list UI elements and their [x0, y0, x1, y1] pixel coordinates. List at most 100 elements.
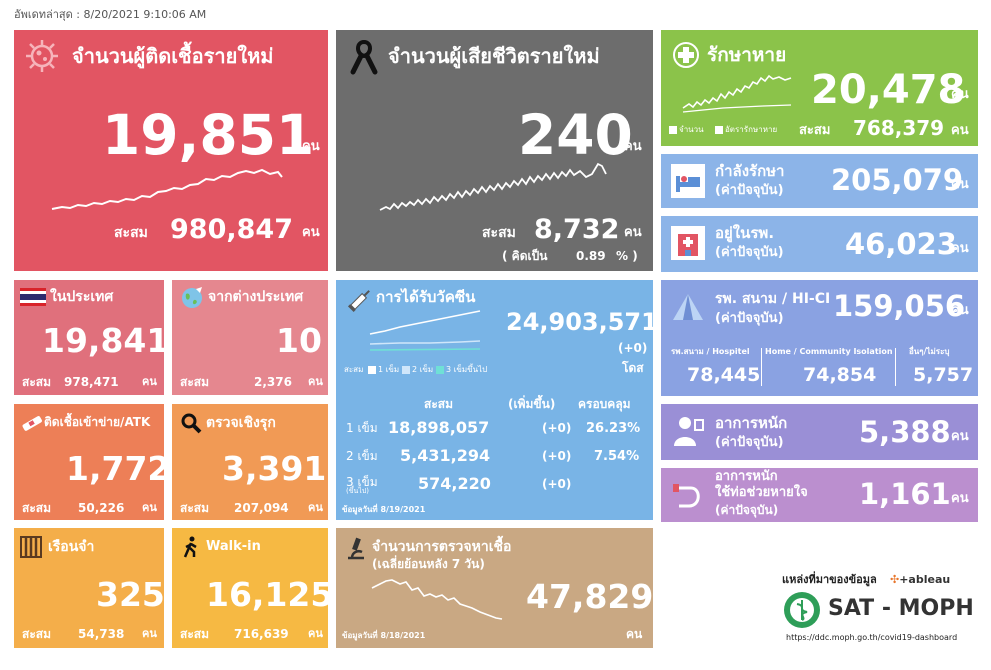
unit: คน	[951, 123, 969, 138]
acc-label: สะสม	[22, 627, 52, 641]
deaths-value: 240	[518, 103, 633, 167]
legend-swatch	[669, 126, 677, 134]
last-updated: อัพเดทล่าสุด : 8/20/2021 9:10:06 AM	[14, 8, 207, 21]
vaccine-trend-lines	[369, 310, 481, 351]
unit: คน	[142, 375, 157, 388]
card-title: อยู่ในรพ.	[715, 224, 775, 242]
unit: คน	[308, 501, 323, 514]
card-title-line2: ใช้ท่อช่วยหายใจ	[715, 485, 808, 500]
row-acc: 5,431,294	[400, 446, 491, 465]
card-title: อาการหนัก	[715, 414, 788, 432]
divider	[895, 348, 896, 386]
unit: คน	[624, 139, 642, 154]
card-title: ติดเชื้อเข้าข่าย/ATK	[44, 415, 151, 429]
legend-swatch	[436, 366, 444, 374]
vaccine-increase: (+0)	[618, 341, 648, 355]
col-acc-header: สะสม	[424, 397, 454, 411]
death-rate-label: ( คิดเป็น	[502, 249, 548, 263]
recovered-card[interactable]: รักษาหาย 20,478 คน จำนวน อัตรารักษาหาย ส…	[661, 30, 978, 146]
prison-bars-icon	[20, 536, 42, 558]
divider	[761, 348, 762, 386]
unit: คน	[142, 501, 157, 514]
new-cases-trend-line	[51, 168, 283, 210]
card-title: รพ. สนาม / HI-CI	[715, 291, 831, 307]
prison-total: 54,738	[78, 627, 125, 641]
acc-label: สะสม	[180, 627, 210, 641]
unit: คน	[951, 491, 969, 506]
walkin-total: 716,639	[234, 627, 289, 641]
walking-person-icon	[183, 536, 197, 558]
walkin-card[interactable]: Walk-in 16,125 สะสม 716,639 คน	[172, 528, 328, 648]
ventilator-icon	[673, 484, 700, 508]
field-isolation-value: 74,854	[803, 364, 877, 386]
legend-dose2: 2 เข็ม	[412, 365, 434, 374]
unit: คน	[302, 139, 320, 154]
row-label: 1 เข็ม	[346, 421, 378, 435]
unit: คน	[951, 177, 969, 192]
card-title: Walk-in	[206, 539, 261, 554]
legend-swatch	[368, 366, 376, 374]
proactive-total: 207,094	[234, 501, 289, 515]
vaccine-card[interactable]: การได้รับวัคซีน 24,903,571 (+0) โดส สะสม…	[336, 280, 653, 520]
prison-card[interactable]: เรือนจำ 325 สะสม 54,738 คน	[14, 528, 164, 648]
tests-card[interactable]: จำนวนการตรวจหาเชื้อ (เฉลี่ยย้อนหลัง 7 วั…	[336, 528, 653, 648]
unit: คน	[308, 627, 323, 640]
field-hospital-card[interactable]: รพ. สนาม / HI-CI (ค่าปัจจุบัน) 159,056 ค…	[661, 280, 978, 396]
tests-value: 47,829	[526, 577, 653, 616]
atk-card[interactable]: ติดเชื้อเข้าข่าย/ATK 1,772 สะสม 50,226 ค…	[14, 404, 164, 520]
field-hospitel-value: 78,445	[687, 364, 761, 386]
deaths-card[interactable]: จำนวนผู้เสียชีวิตรายใหม่ 240 คน สะสม 8,7…	[336, 30, 653, 271]
tableau-logo: ✣+ableau	[890, 573, 951, 586]
new-cases-total: 980,847	[170, 214, 293, 245]
acc-label: สะสม	[22, 375, 52, 389]
card-title: จำนวนการตรวจหาเชื้อ	[372, 539, 512, 555]
abroad-total: 2,376	[254, 375, 292, 389]
card-title: จำนวนผู้ติดเชื้อรายใหม่	[72, 44, 274, 68]
domestic-card[interactable]: ในประเทศ 19,841 สะสม 978,471 คน	[14, 280, 164, 395]
hospital-bed-icon	[671, 164, 705, 198]
hospital-card[interactable]: อยู่ในรพ. (ค่าปัจจุบัน) 46,023 คน	[661, 216, 978, 272]
card-title: การได้รับวัคซีน	[376, 288, 476, 306]
card-title: จากต่างประเทศ	[208, 289, 304, 305]
legend-dose1: 1 เข็ม	[378, 365, 400, 374]
dose-unit: โดส	[622, 361, 644, 375]
legend-swatch	[402, 366, 410, 374]
card-subtitle: (ค่าปัจจุบัน)	[715, 435, 784, 450]
source-url[interactable]: https://ddc.moph.go.th/covid19-dashboard	[786, 633, 958, 642]
microscope-icon	[348, 537, 364, 560]
legend-dose3: 3 เข็มขึ้นไป	[446, 365, 488, 374]
unit: คน	[951, 87, 969, 102]
abroad-value: 10	[276, 321, 322, 360]
new-cases-card[interactable]: จำนวนผู้ติดเชื้อรายใหม่ 19,851 คน สะสม 9…	[14, 30, 328, 271]
syringe-icon	[347, 290, 370, 313]
recovered-total: 768,379	[853, 116, 945, 140]
acc-label: สะสม	[799, 123, 831, 138]
field-other-label: อื่นๆ/ไม่ระบุ	[909, 347, 950, 356]
abroad-card[interactable]: จากต่างประเทศ 10 สะสม 2,376 คน	[172, 280, 328, 395]
col-cov-header: ครอบคลุม	[578, 397, 631, 411]
unit: คน	[142, 627, 157, 640]
severe-card[interactable]: อาการหนัก (ค่าปัจจุบัน) 5,388 คน	[661, 404, 978, 460]
prison-value: 325	[96, 575, 164, 614]
treating-card[interactable]: กำลังรักษา (ค่าปัจจุบัน) 205,079 คน	[661, 154, 978, 208]
moph-logo-icon	[784, 592, 820, 628]
card-subtitle: (ค่าปัจจุบัน)	[715, 183, 784, 198]
treating-value: 205,079	[831, 163, 964, 197]
unit: คน	[951, 241, 969, 256]
ventilator-card[interactable]: อาการหนัก ใช้ท่อช่วยหายใจ (ค่าปัจจุบัน) …	[661, 468, 978, 522]
thailand-flag-icon	[20, 288, 46, 306]
black-ribbon-icon	[350, 39, 378, 75]
proactive-card[interactable]: ตรวจเชิงรุก 3,391 สะสม 207,094 คน	[172, 404, 328, 520]
row-label: 2 เข็ม	[346, 449, 378, 463]
unit: คน	[302, 225, 320, 240]
unit: คน	[951, 429, 969, 444]
death-rate-suffix: % )	[616, 249, 638, 263]
acc-label: สะสม	[482, 225, 516, 241]
acc-label: สะสม	[114, 225, 148, 241]
patient-icon	[674, 417, 704, 446]
field-isolation-label: Home / Community Isolation	[765, 347, 893, 356]
severe-value: 5,388	[859, 415, 951, 449]
row-label: 3 เข็ม	[346, 475, 378, 489]
field-other-value: 5,757	[913, 364, 974, 386]
hospital-value: 46,023	[845, 227, 957, 261]
